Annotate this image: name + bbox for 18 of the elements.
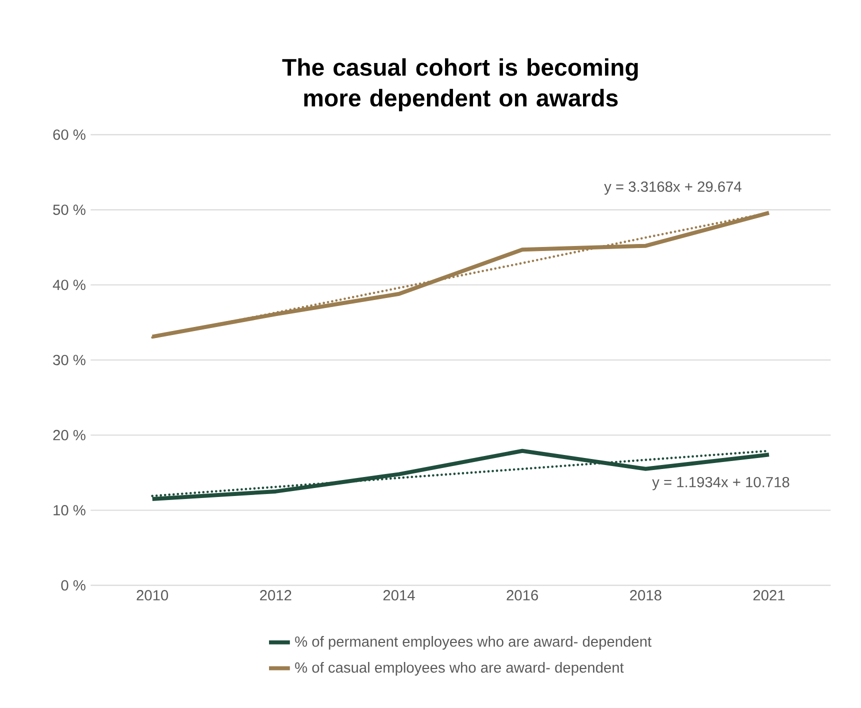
y-tick-label: 50 % xyxy=(53,204,86,215)
x-tick-label: 2016 xyxy=(506,590,538,600)
x-tick-label: 2021 xyxy=(753,590,785,600)
y-tick-label: 0 % xyxy=(61,580,86,591)
y-tick-label: 40 % xyxy=(52,280,86,290)
annotation: y = 1.1934x + 10.718 xyxy=(652,476,790,490)
y-tick-label: 20 % xyxy=(53,430,86,440)
annotation: y = 3.3168x + 29.674 xyxy=(604,181,742,195)
x-tick-label: 2018 xyxy=(630,590,662,600)
y-tick-label: 30 % xyxy=(53,354,86,366)
x-tick-label: 2012 xyxy=(260,590,292,600)
x-tick-label: 2010 xyxy=(136,590,168,600)
legend-label: % of casual employees who are award- dependent xyxy=(295,662,624,676)
legend-label: % of permanent employees who are award- dependent xyxy=(295,636,652,650)
x-tick-label: 2014 xyxy=(383,590,415,600)
chart-title: The casual cohort is becoming more dependent on awards xyxy=(282,58,638,112)
y-tick-label: 10 % xyxy=(54,505,86,516)
y-tick-label: 60 % xyxy=(53,129,86,140)
